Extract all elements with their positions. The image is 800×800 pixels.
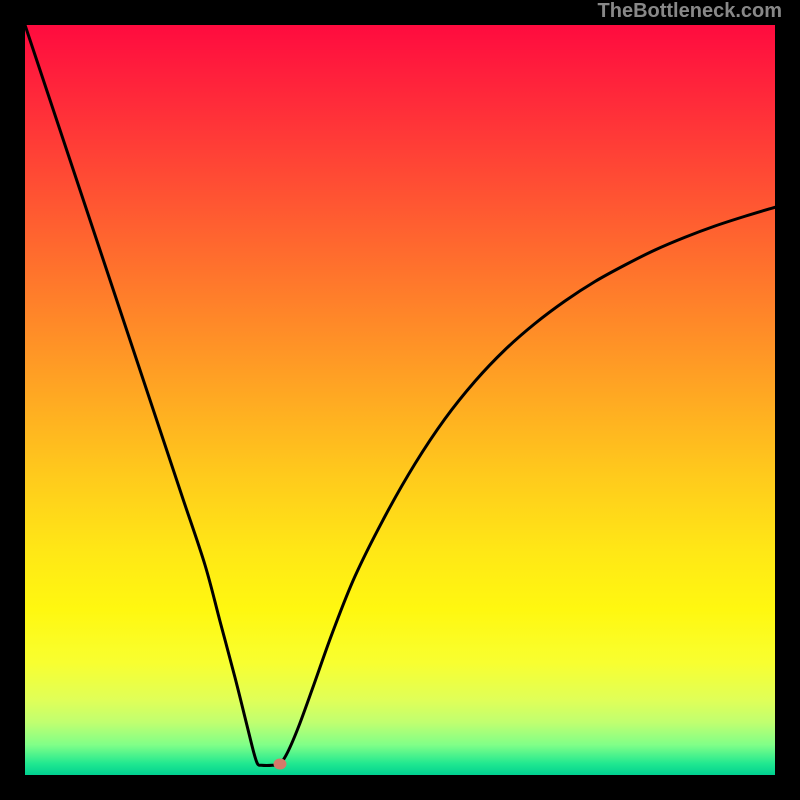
watermark-text: TheBottleneck.com [598,0,782,23]
plot-area [25,25,775,775]
curve-layer [25,25,775,775]
minimum-marker [274,758,287,769]
bottleneck-curve [25,25,775,765]
